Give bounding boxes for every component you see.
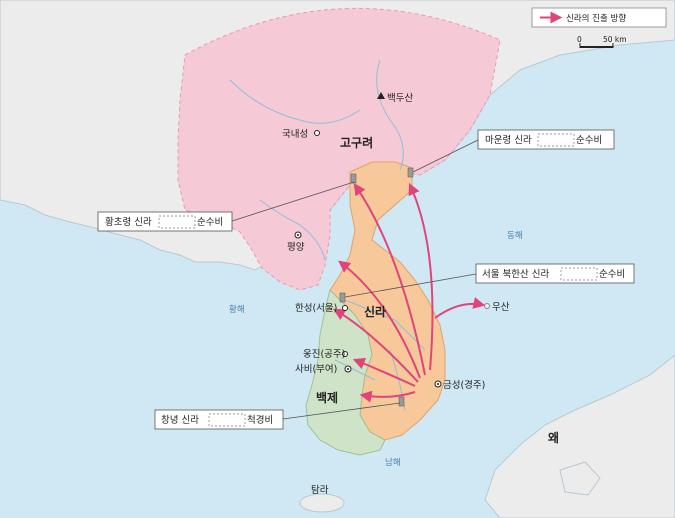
arrow-to-hwangchoryeong [353,183,426,376]
baekje-label: 백제 [316,390,338,405]
arrow-to-ungjin [352,357,416,387]
legend: 신라의 진출 방향 [531,7,667,28]
legend-box [531,7,667,28]
place-markers [294,92,442,388]
scale-bar: 0 50 km [577,35,627,48]
sabi-label: 사비(부여) [295,363,337,375]
callout-maunryeong: 마운령 신라 순수비 [412,129,615,173]
japan-island [559,461,601,496]
scale-zero: 0 [577,35,582,44]
usan-island [484,303,490,309]
mountain-icon [377,92,385,99]
hanseong-marker [342,305,348,311]
wa-label: 왜 [548,430,559,445]
gungnaeseong-label: 국내성 [282,129,308,140]
callout-bukhansan-suffix: 순수비 [599,269,625,280]
ungjin-marker [342,351,348,357]
arrow-to-baekje [359,390,416,403]
expansion-arrows [332,182,486,403]
yellow-sea-label: 황해 [229,304,245,315]
arrow-to-north-han [338,260,421,379]
callout-changnyeong-suffix: 척경비 [247,414,273,426]
tamna-label: 탐라 [311,484,329,496]
pyeongyang-label: 평양 [287,242,305,253]
callout-maunryeong-suffix: 순수비 [576,135,602,146]
gungnaeseong-marker [314,130,320,136]
hanseong-label: 한성(서울) [295,303,337,314]
east-sea-label: 동해 [507,231,523,241]
baekdusan-label: 백두산 [387,93,413,104]
japan-land [484,354,675,518]
monument-markers [339,167,414,407]
callout-changnyeong-prefix: 창녕 신라 [161,415,199,426]
goguryeo-territory [177,7,501,291]
callout-maunryeong-prefix: 마운령 신라 [485,134,532,146]
goguryeo-label: 고구려 [340,135,373,150]
callout-bukhansan: 서울 북한산 신라 순수비 [344,263,635,298]
arrow-to-maunryeong [408,182,434,371]
scale-distance: 50 km [603,35,627,44]
usan-label: 우산 [492,302,510,313]
tamna-island [299,493,345,513]
south-sea-label: 남해 [385,458,401,468]
callout-hwangchoryeong-suffix: 순수비 [197,217,223,228]
legend-route-label: 신라의 진출 방향 [566,13,626,24]
arrow-to-usan [434,297,486,319]
ungjin-label: 웅진(공주) [303,349,345,360]
callout-changnyeong: 창녕 신라 척경비 [154,402,401,430]
callout-bukhansan-prefix: 서울 북한산 신라 [482,269,549,280]
silla-label: 신라 [364,304,386,319]
geumseong-label: 금성(경주) [443,379,485,391]
callout-hwangchoryeong: 황초령 신라 순수비 [97,181,355,232]
arrow-to-hanseong [332,308,419,383]
callout-hwangchoryeong-prefix: 황초령 신라 [105,216,152,228]
